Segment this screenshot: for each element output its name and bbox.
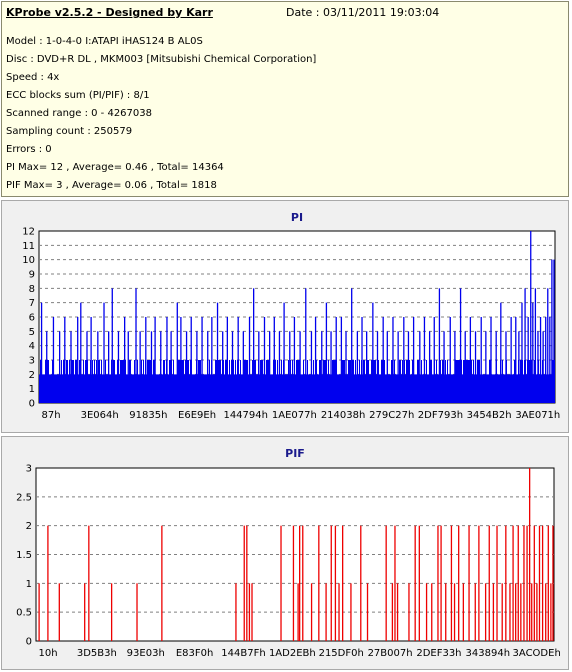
x-tick-label: 279C27h [369, 410, 414, 421]
y-tick-label: 2.5 [16, 492, 32, 503]
info-disc: Disc : DVD+R DL , MKM003 [Mitsubishi Che… [6, 54, 317, 65]
y-tick-label: 3 [29, 356, 35, 367]
x-tick-label: 1AE077h [272, 410, 317, 421]
y-tick-label: 2 [29, 370, 35, 381]
y-tick-label: 0 [26, 637, 32, 648]
y-tick-label: 1.5 [16, 550, 32, 561]
info-errors: Errors : 0 [6, 144, 52, 155]
x-tick-label: 3E064h [81, 410, 119, 421]
x-tick-label: 10h [38, 648, 57, 659]
y-tick-label: 0.5 [16, 608, 32, 619]
y-tick-label: 1 [29, 384, 35, 395]
app-title: KProbe v2.5.2 - Designed by Karr [6, 6, 213, 19]
info-panel: KProbe v2.5.2 - Designed by Karr Date : … [1, 1, 569, 197]
x-tick-label: 144B7Fh [221, 648, 265, 659]
info-range: Scanned range : 0 - 4267038 [6, 108, 152, 119]
x-tick-label: 215DF0h [319, 648, 364, 659]
data-series [38, 468, 554, 641]
info-model: Model : 1-0-4-0 I:ATAPI iHAS124 B AL0S [6, 36, 203, 47]
y-tick-label: 2 [26, 521, 32, 532]
y-tick-label: 11 [22, 241, 35, 252]
y-tick-label: 10 [22, 255, 35, 266]
y-tick-label: 1 [26, 579, 32, 590]
chart-title: PIF [285, 447, 305, 460]
y-tick-label: 7 [29, 298, 35, 309]
info-sampling: Sampling count : 250579 [6, 126, 133, 137]
x-tick-label: 87h [41, 410, 60, 421]
x-tick-label: 3ACODEh [513, 648, 561, 659]
y-tick-label: 4 [29, 341, 35, 352]
data-series [39, 231, 555, 403]
x-tick-label: 91835h [129, 410, 167, 421]
y-tick-label: 9 [29, 270, 35, 281]
x-tick-label: 2DF793h [418, 410, 463, 421]
x-tick-label: 144794h [223, 410, 268, 421]
info-ecc: ECC blocks sum (PI/PIF) : 8/1 [6, 90, 150, 101]
x-tick-label: 2DEF33h [416, 648, 461, 659]
info-speed: Speed : 4x [6, 72, 60, 83]
y-tick-label: 3 [26, 464, 32, 475]
y-tick-label: 8 [29, 284, 35, 295]
x-tick-label: 3D5B3h [77, 648, 117, 659]
x-tick-label: 343894h [466, 648, 511, 659]
scan-date: Date : 03/11/2011 19:03:04 [286, 6, 440, 19]
x-tick-label: 3AE071h [515, 410, 560, 421]
info-pif-stats: PIF Max= 3 , Average= 0.06 , Total= 1818 [6, 180, 217, 191]
x-tick-label: 214038h [321, 410, 366, 421]
chart-title: PI [291, 211, 303, 224]
pif-chart: PIF 0 0.5 1 1.5 2 2.5 3 10h 3D5B3h 93E03h E83F0h 144… [16, 447, 561, 659]
y-tick-label: 0 [29, 399, 35, 410]
y-tick-label: 12 [22, 227, 35, 238]
y-tick-label: 5 [29, 327, 35, 338]
pi-chart-panel: PI 0 1 2 3 4 5 6 7 8 9 10 11 12 87h 3E064h 91835h E6E9Eh 1… [1, 200, 569, 433]
y-tick-label: 6 [29, 313, 35, 324]
x-tick-label: 1AD2EBh [269, 648, 316, 659]
x-tick-label: E83F0h [176, 648, 214, 659]
x-tick-label: 93E03h [127, 648, 165, 659]
pif-chart-panel: PIF 0 0.5 1 1.5 2 2.5 3 10h 3D5B3h 93E03h E83F0h 144… [1, 436, 569, 670]
x-tick-label: 3454B2h [467, 410, 512, 421]
x-tick-label: 27B007h [368, 648, 413, 659]
info-pi-stats: PI Max= 12 , Average= 0.46 , Total= 1436… [6, 162, 224, 173]
x-tick-label: E6E9Eh [178, 410, 216, 421]
